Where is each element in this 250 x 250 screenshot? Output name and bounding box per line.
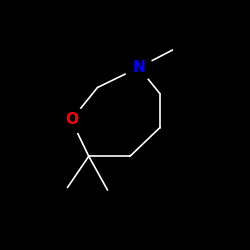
Circle shape [125, 54, 152, 81]
Text: N: N [132, 60, 145, 75]
Text: O: O [65, 112, 78, 128]
Circle shape [58, 106, 85, 134]
